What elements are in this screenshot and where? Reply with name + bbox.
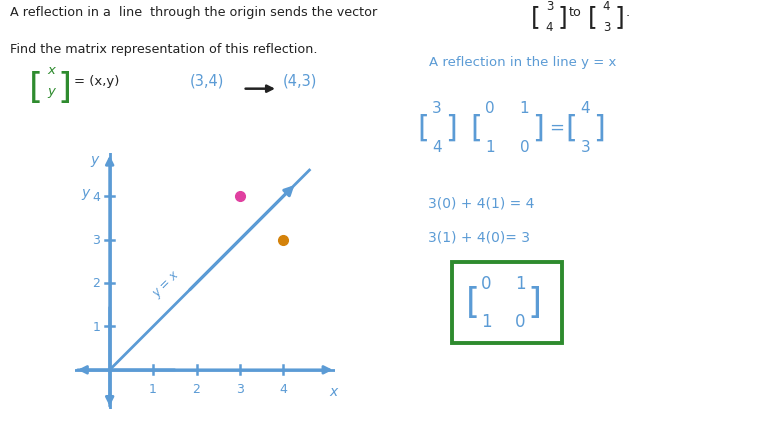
Text: 3: 3 — [546, 0, 553, 13]
Text: 4: 4 — [603, 0, 610, 13]
Text: ]: ] — [615, 5, 624, 29]
Text: y: y — [47, 85, 55, 98]
Text: ]: ] — [593, 113, 605, 142]
Text: [: [ — [417, 113, 429, 142]
Text: 1: 1 — [486, 139, 495, 155]
Text: [: [ — [531, 5, 540, 29]
Text: .: . — [625, 6, 629, 19]
Text: y = x: y = x — [150, 268, 182, 299]
Text: 1: 1 — [515, 274, 526, 292]
Text: 3: 3 — [236, 382, 244, 395]
Text: 1: 1 — [92, 320, 100, 333]
Text: 3: 3 — [581, 139, 590, 155]
Text: =: = — [549, 119, 565, 137]
Text: 1: 1 — [481, 313, 492, 331]
Text: [: [ — [466, 285, 480, 320]
Text: x: x — [329, 384, 337, 398]
Text: 2: 2 — [92, 277, 100, 290]
Text: 3: 3 — [92, 233, 100, 247]
Text: 3(0) + 4(1) = 4: 3(0) + 4(1) = 4 — [428, 196, 534, 210]
Text: 4: 4 — [92, 190, 100, 203]
Text: 0: 0 — [481, 274, 492, 292]
Text: y: y — [81, 185, 90, 199]
Text: 0: 0 — [515, 313, 526, 331]
Text: 1: 1 — [520, 101, 529, 116]
Text: x: x — [47, 64, 55, 77]
Text: [: [ — [29, 70, 43, 104]
Text: 2: 2 — [192, 382, 201, 395]
Text: 4: 4 — [546, 21, 553, 34]
Text: 1: 1 — [149, 382, 157, 395]
Text: ]: ] — [558, 5, 567, 29]
Text: A reflection in a  line  through the origin sends the vector: A reflection in a line through the origi… — [10, 6, 377, 19]
Text: = (x,y): = (x,y) — [74, 75, 119, 87]
Text: Find the matrix representation of this reflection.: Find the matrix representation of this r… — [10, 43, 318, 55]
Text: A reflection in the line y = x: A reflection in the line y = x — [429, 55, 617, 68]
Text: [: [ — [588, 5, 597, 29]
Text: [: [ — [470, 113, 483, 142]
Text: ]: ] — [445, 113, 457, 142]
Text: [: [ — [565, 113, 578, 142]
Text: 3: 3 — [432, 101, 442, 116]
Text: 4: 4 — [432, 139, 442, 155]
Text: ]: ] — [527, 285, 541, 320]
Text: 4: 4 — [581, 101, 590, 116]
Text: 3(1) + 4(0)= 3: 3(1) + 4(0)= 3 — [428, 230, 530, 244]
Text: 4: 4 — [280, 382, 287, 395]
Text: 0: 0 — [520, 139, 529, 155]
Text: y: y — [90, 153, 99, 167]
Text: ]: ] — [58, 70, 71, 104]
Text: ]: ] — [532, 113, 544, 142]
Text: (3,4): (3,4) — [190, 73, 224, 89]
Text: 3: 3 — [603, 21, 610, 34]
Text: to: to — [568, 6, 581, 19]
Text: (4,3): (4,3) — [283, 73, 317, 89]
Text: 0: 0 — [486, 101, 495, 116]
